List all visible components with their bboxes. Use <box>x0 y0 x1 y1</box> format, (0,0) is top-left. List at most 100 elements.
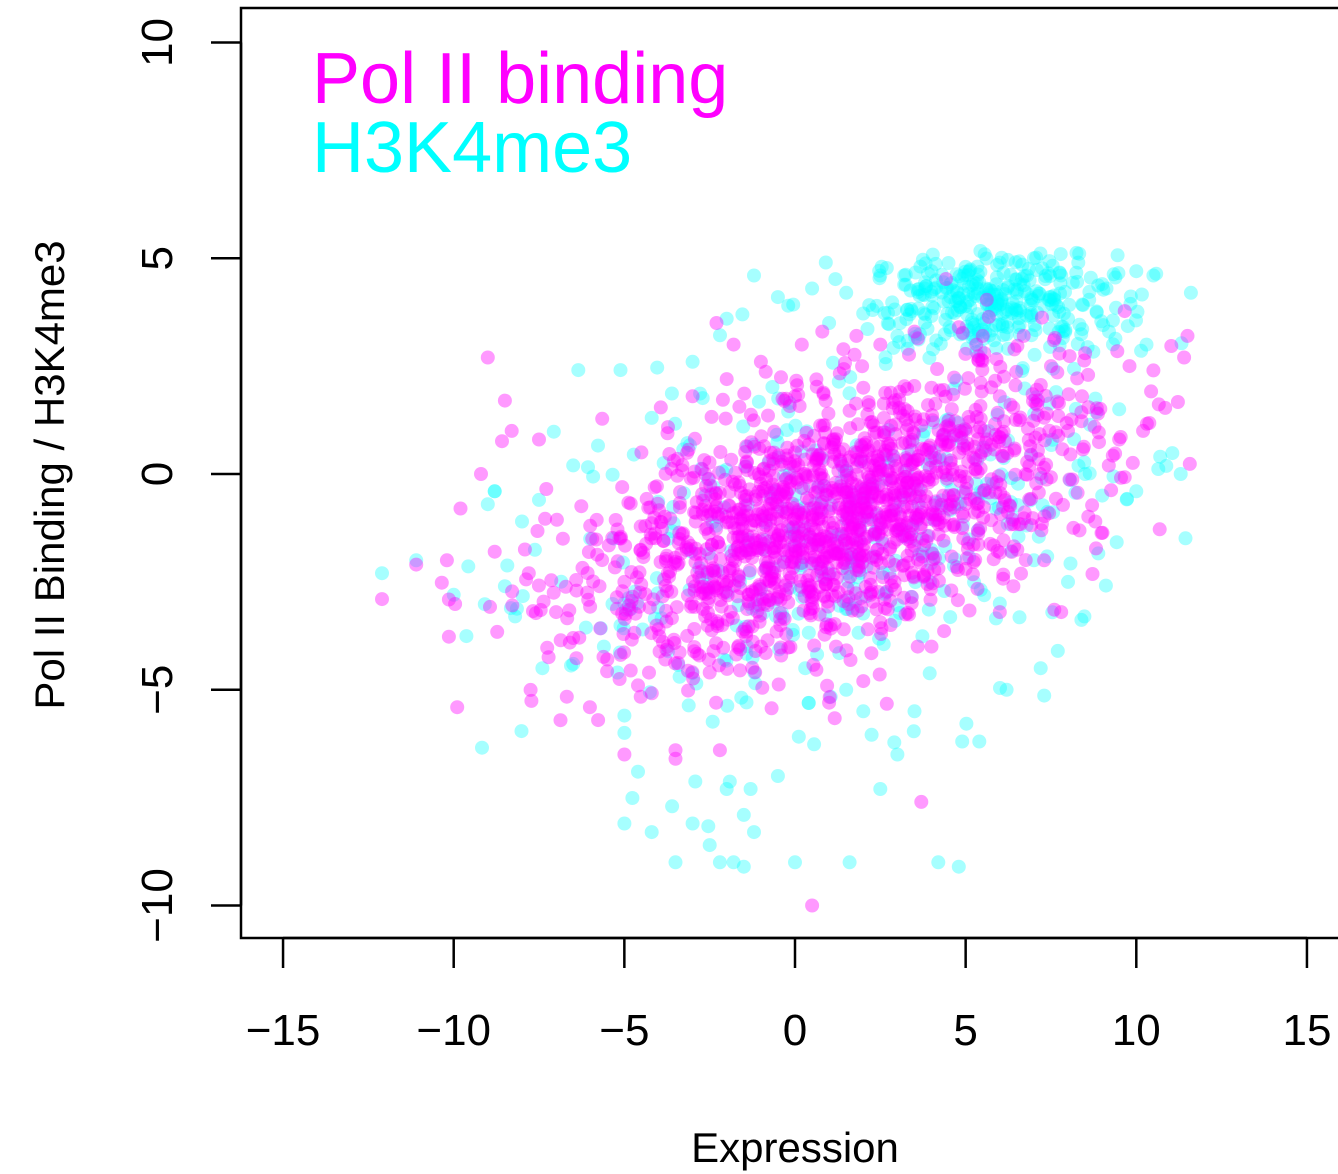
point-pol-ii <box>660 583 675 598</box>
point-pol-ii <box>898 435 913 450</box>
point-pol-ii <box>996 533 1011 548</box>
point-pol-ii <box>886 508 901 523</box>
point-pol-ii <box>800 470 815 484</box>
point-pol-ii <box>1117 470 1132 485</box>
point-pol-ii <box>595 411 610 426</box>
point-pol-ii <box>805 510 820 525</box>
point-h3k4me3 <box>918 307 933 322</box>
point-pol-ii <box>600 664 615 679</box>
point-h3k4me3 <box>989 295 1004 310</box>
point-pol-ii <box>663 511 678 526</box>
point-pol-ii <box>581 545 596 559</box>
point-pol-ii <box>944 549 959 564</box>
point-pol-ii <box>997 490 1012 505</box>
point-pol-ii <box>740 463 755 478</box>
point-h3k4me3 <box>813 561 828 576</box>
point-h3k4me3 <box>960 268 975 282</box>
point-h3k4me3 <box>758 533 773 548</box>
point-h3k4me3 <box>1049 298 1063 313</box>
point-pol-ii <box>863 577 878 592</box>
point-pol-ii <box>811 484 825 499</box>
point-pol-ii <box>838 552 852 567</box>
point-pol-ii <box>809 662 824 677</box>
point-h3k4me3 <box>986 287 1001 302</box>
point-h3k4me3 <box>1129 484 1144 499</box>
point-pol-ii <box>1018 467 1033 482</box>
point-h3k4me3 <box>918 279 933 294</box>
point-pol-ii <box>941 414 956 428</box>
point-h3k4me3 <box>605 597 620 611</box>
point-h3k4me3 <box>1011 320 1026 335</box>
point-pol-ii <box>748 533 763 548</box>
point-pol-ii <box>692 546 707 561</box>
point-h3k4me3 <box>747 268 761 283</box>
point-h3k4me3 <box>1019 518 1034 533</box>
point-pol-ii <box>858 548 872 563</box>
point-h3k4me3 <box>846 601 861 616</box>
point-h3k4me3 <box>1029 284 1044 299</box>
point-pol-ii <box>785 554 800 569</box>
point-h3k4me3 <box>873 268 888 283</box>
point-h3k4me3 <box>975 290 990 305</box>
point-h3k4me3 <box>934 285 949 300</box>
point-pol-ii <box>990 544 1005 558</box>
point-pol-ii <box>872 439 887 454</box>
point-h3k4me3 <box>1086 344 1101 359</box>
point-h3k4me3 <box>781 298 796 313</box>
point-pol-ii <box>937 624 952 639</box>
point-pol-ii <box>739 629 754 644</box>
point-pol-ii <box>916 412 931 427</box>
point-pol-ii <box>772 558 787 573</box>
point-pol-ii <box>912 489 927 504</box>
point-pol-ii <box>441 629 456 644</box>
point-pol-ii <box>617 645 632 660</box>
point-pol-ii <box>784 570 799 585</box>
point-h3k4me3 <box>890 747 905 762</box>
point-pol-ii <box>853 534 868 549</box>
point-h3k4me3 <box>1021 261 1036 276</box>
point-pol-ii <box>696 585 710 600</box>
point-pol-ii <box>802 493 817 508</box>
point-h3k4me3 <box>1010 282 1025 297</box>
point-pol-ii <box>536 594 551 609</box>
point-h3k4me3 <box>1003 267 1018 282</box>
point-h3k4me3 <box>651 494 666 509</box>
point-pol-ii <box>589 512 604 527</box>
point-pol-ii <box>744 584 759 599</box>
point-pol-ii <box>826 521 840 535</box>
point-pol-ii <box>794 507 809 522</box>
point-h3k4me3 <box>1129 264 1144 279</box>
point-pol-ii <box>791 521 806 536</box>
point-pol-ii <box>858 486 873 500</box>
point-h3k4me3 <box>1046 308 1061 323</box>
point-pol-ii <box>1029 476 1044 491</box>
point-h3k4me3 <box>650 586 665 601</box>
point-h3k4me3 <box>989 611 1003 626</box>
point-pol-ii <box>807 532 821 547</box>
point-pol-ii <box>787 458 802 473</box>
point-h3k4me3 <box>1025 293 1040 308</box>
point-pol-ii <box>716 574 731 589</box>
point-pol-ii <box>765 565 780 580</box>
point-h3k4me3 <box>736 859 751 874</box>
point-pol-ii <box>921 528 936 543</box>
point-pol-ii <box>955 521 970 536</box>
point-h3k4me3 <box>892 335 907 350</box>
point-pol-ii <box>848 490 863 505</box>
point-h3k4me3 <box>642 685 657 700</box>
point-pol-ii <box>1170 395 1185 409</box>
point-pol-ii <box>643 500 658 515</box>
point-h3k4me3 <box>736 807 751 822</box>
point-pol-ii <box>816 385 831 400</box>
point-h3k4me3 <box>635 622 650 637</box>
point-pol-ii <box>837 533 852 548</box>
point-h3k4me3 <box>815 491 830 505</box>
point-h3k4me3 <box>739 639 754 654</box>
point-h3k4me3 <box>975 322 990 337</box>
point-pol-ii <box>695 507 710 521</box>
point-pol-ii <box>979 292 994 307</box>
point-pol-ii <box>700 618 715 633</box>
point-pol-ii <box>810 448 825 462</box>
point-h3k4me3 <box>906 724 921 739</box>
point-h3k4me3 <box>1056 306 1071 321</box>
